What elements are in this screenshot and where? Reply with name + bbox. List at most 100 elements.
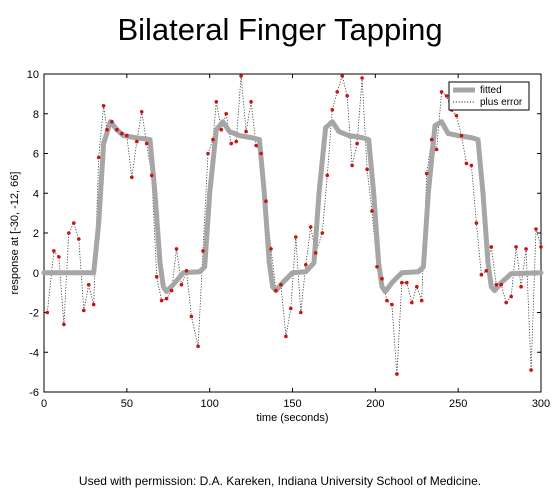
y-tick-label: 8	[33, 109, 39, 121]
data-point	[214, 100, 219, 104]
data-point	[234, 139, 238, 144]
data-point	[464, 161, 469, 166]
data-point	[524, 247, 528, 251]
y-axis-label: response at [-30, -12, 66]	[9, 172, 21, 295]
x-tick-label: 50	[121, 398, 133, 410]
data-point	[139, 110, 144, 114]
data-point	[380, 276, 384, 281]
plot-frame	[43, 73, 542, 393]
data-point	[77, 237, 81, 241]
data-point	[444, 94, 449, 98]
data-point	[164, 296, 169, 301]
data-point	[125, 133, 129, 138]
data-point	[360, 76, 364, 80]
series-layer	[41, 74, 544, 376]
data-point	[211, 137, 215, 142]
data-point	[330, 108, 335, 112]
data-point	[115, 127, 119, 132]
data-point	[469, 163, 474, 168]
data-point	[144, 141, 149, 146]
data-point	[454, 113, 459, 118]
y-tick-label: 4	[33, 188, 39, 200]
y-tick-label: -2	[29, 308, 39, 320]
y-tick-label: 2	[33, 228, 39, 240]
data-point	[534, 227, 538, 231]
data-point	[96, 155, 101, 160]
chart-title: Bilateral Finger Tapping	[117, 12, 443, 47]
x-tick-label: 300	[532, 398, 550, 410]
data-point	[304, 263, 308, 267]
data-point	[135, 139, 139, 144]
y-axis: -6 -4 -2 0 2 4 6 8 10	[27, 69, 541, 399]
data-point	[269, 247, 273, 251]
data-point	[345, 94, 350, 98]
y-tick-label: -6	[29, 387, 39, 399]
data-point	[179, 282, 184, 287]
data-point	[429, 137, 434, 142]
data-point	[57, 255, 61, 259]
y-tick-label: 0	[33, 268, 39, 280]
data-point	[474, 221, 479, 225]
data-point	[184, 269, 189, 273]
data-point	[174, 247, 179, 251]
data-point	[355, 141, 359, 146]
data-point	[154, 274, 159, 279]
data-point	[110, 119, 114, 124]
data-point	[299, 310, 303, 315]
data-point	[72, 221, 76, 225]
legend-label-plus-error: plus error	[480, 97, 523, 108]
legend-box	[448, 81, 530, 111]
data-point	[67, 231, 71, 235]
data-point	[201, 249, 205, 253]
data-point	[196, 344, 200, 349]
data-point	[395, 372, 399, 376]
x-tick-label: 0	[41, 398, 47, 410]
data-point	[279, 282, 283, 287]
data-point	[529, 368, 533, 372]
series-fitted-line	[41, 119, 544, 295]
y-tick-label: 6	[33, 149, 39, 161]
x-axis-label: time (seconds)	[256, 412, 328, 424]
data-point	[284, 334, 288, 339]
data-point	[274, 288, 278, 293]
x-tick-label: 250	[449, 398, 467, 410]
data-point	[519, 284, 523, 289]
data-point	[120, 131, 124, 136]
data-point	[206, 151, 210, 156]
plot-border	[43, 73, 542, 393]
data-point	[370, 209, 374, 213]
data-point	[325, 173, 330, 178]
data-point	[249, 100, 253, 104]
data-point	[244, 129, 248, 134]
data-point	[350, 163, 354, 168]
data-point	[229, 141, 233, 146]
data-point	[459, 133, 464, 138]
data-point	[415, 284, 419, 289]
data-point	[313, 251, 318, 255]
data-point	[504, 300, 509, 305]
data-point	[400, 280, 404, 285]
data-point	[439, 90, 444, 94]
data-point	[509, 294, 513, 299]
data-point	[335, 90, 340, 94]
data-point	[484, 269, 489, 273]
data-point	[159, 298, 164, 303]
data-point	[340, 74, 345, 78]
data-point	[101, 104, 106, 108]
line-chart: 0 50 100 150 200 250 300 -6 -4 -2 0 2 4 6 8 10 time (s…	[9, 69, 550, 424]
data-point	[320, 231, 325, 235]
data-point	[264, 199, 268, 203]
series-plus-error-line	[46, 74, 542, 375]
data-point	[494, 282, 499, 287]
y-tick-label: 10	[27, 69, 39, 81]
data-point	[86, 282, 91, 287]
data-point	[45, 310, 50, 315]
data-point	[219, 127, 224, 132]
data-point	[239, 74, 243, 78]
x-tick-label: 100	[200, 398, 218, 410]
data-point	[62, 322, 66, 327]
data-point	[375, 265, 379, 269]
legend-label-fitted: fitted	[480, 85, 502, 96]
data-point	[105, 127, 109, 132]
data-point	[52, 249, 56, 253]
